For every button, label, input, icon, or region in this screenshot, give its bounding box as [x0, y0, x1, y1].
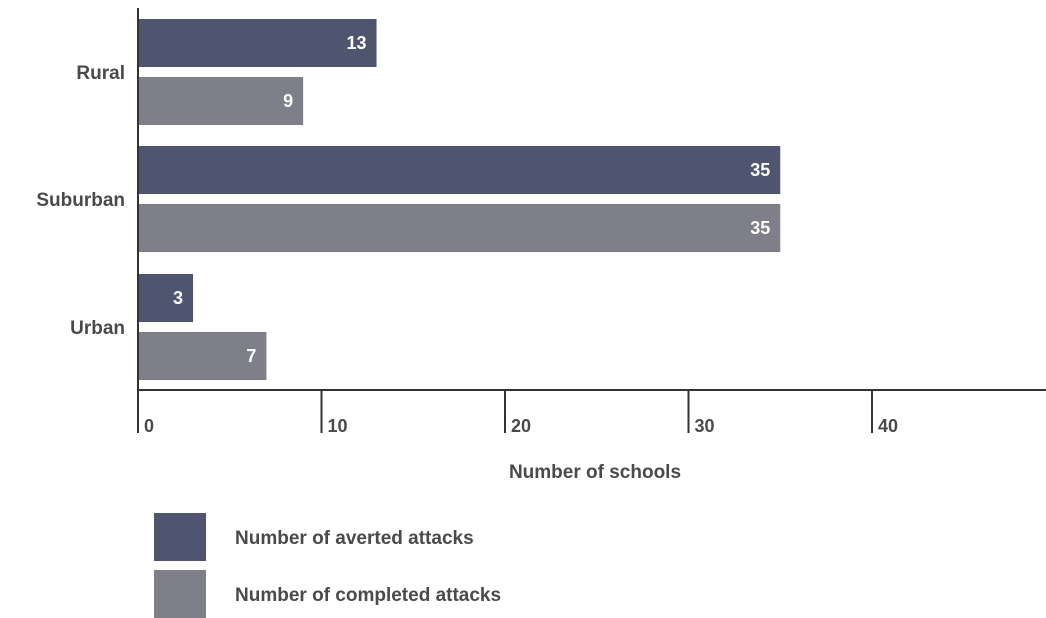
x-tick-label-30: 30 [695, 416, 715, 436]
legend-swatch-averted [154, 513, 206, 561]
x-tick-label-40: 40 [878, 416, 898, 436]
bar-rural-averted [138, 19, 377, 67]
data-label-urban-averted: 3 [173, 288, 183, 308]
bar-suburban-completed [138, 204, 781, 252]
bar-urban-averted [138, 274, 194, 322]
data-label-rural-averted: 13 [347, 33, 367, 53]
data-label-suburban-completed: 35 [750, 218, 770, 238]
bar-rural-completed [138, 77, 304, 125]
x-axis-title: Number of schools [509, 462, 681, 483]
category-labels: Rural Suburban Urban [36, 63, 125, 339]
x-ticks: 0 10 20 30 40 [137, 390, 898, 436]
category-label-rural: Rural [76, 63, 125, 84]
legend-swatch-completed [154, 570, 206, 618]
data-label-rural-completed: 9 [283, 91, 293, 111]
bar-urban-completed [138, 332, 267, 380]
bar-suburban-averted [138, 146, 781, 194]
x-tick-label-20: 20 [511, 416, 531, 436]
legend-label-completed: Number of completed attacks [235, 585, 501, 606]
legend-label-averted: Number of averted attacks [235, 528, 474, 549]
legend: Number of averted attacks Number of compl… [154, 513, 501, 618]
bars-group: 13 9 35 35 3 7 [138, 19, 781, 380]
category-label-suburban: Suburban [36, 190, 125, 211]
data-label-suburban-averted: 35 [750, 160, 770, 180]
category-label-urban: Urban [70, 318, 125, 339]
x-tick-label-0: 0 [144, 416, 154, 436]
x-tick-label-10: 10 [328, 416, 348, 436]
axes-group [137, 8, 1046, 391]
data-label-urban-completed: 7 [246, 346, 256, 366]
